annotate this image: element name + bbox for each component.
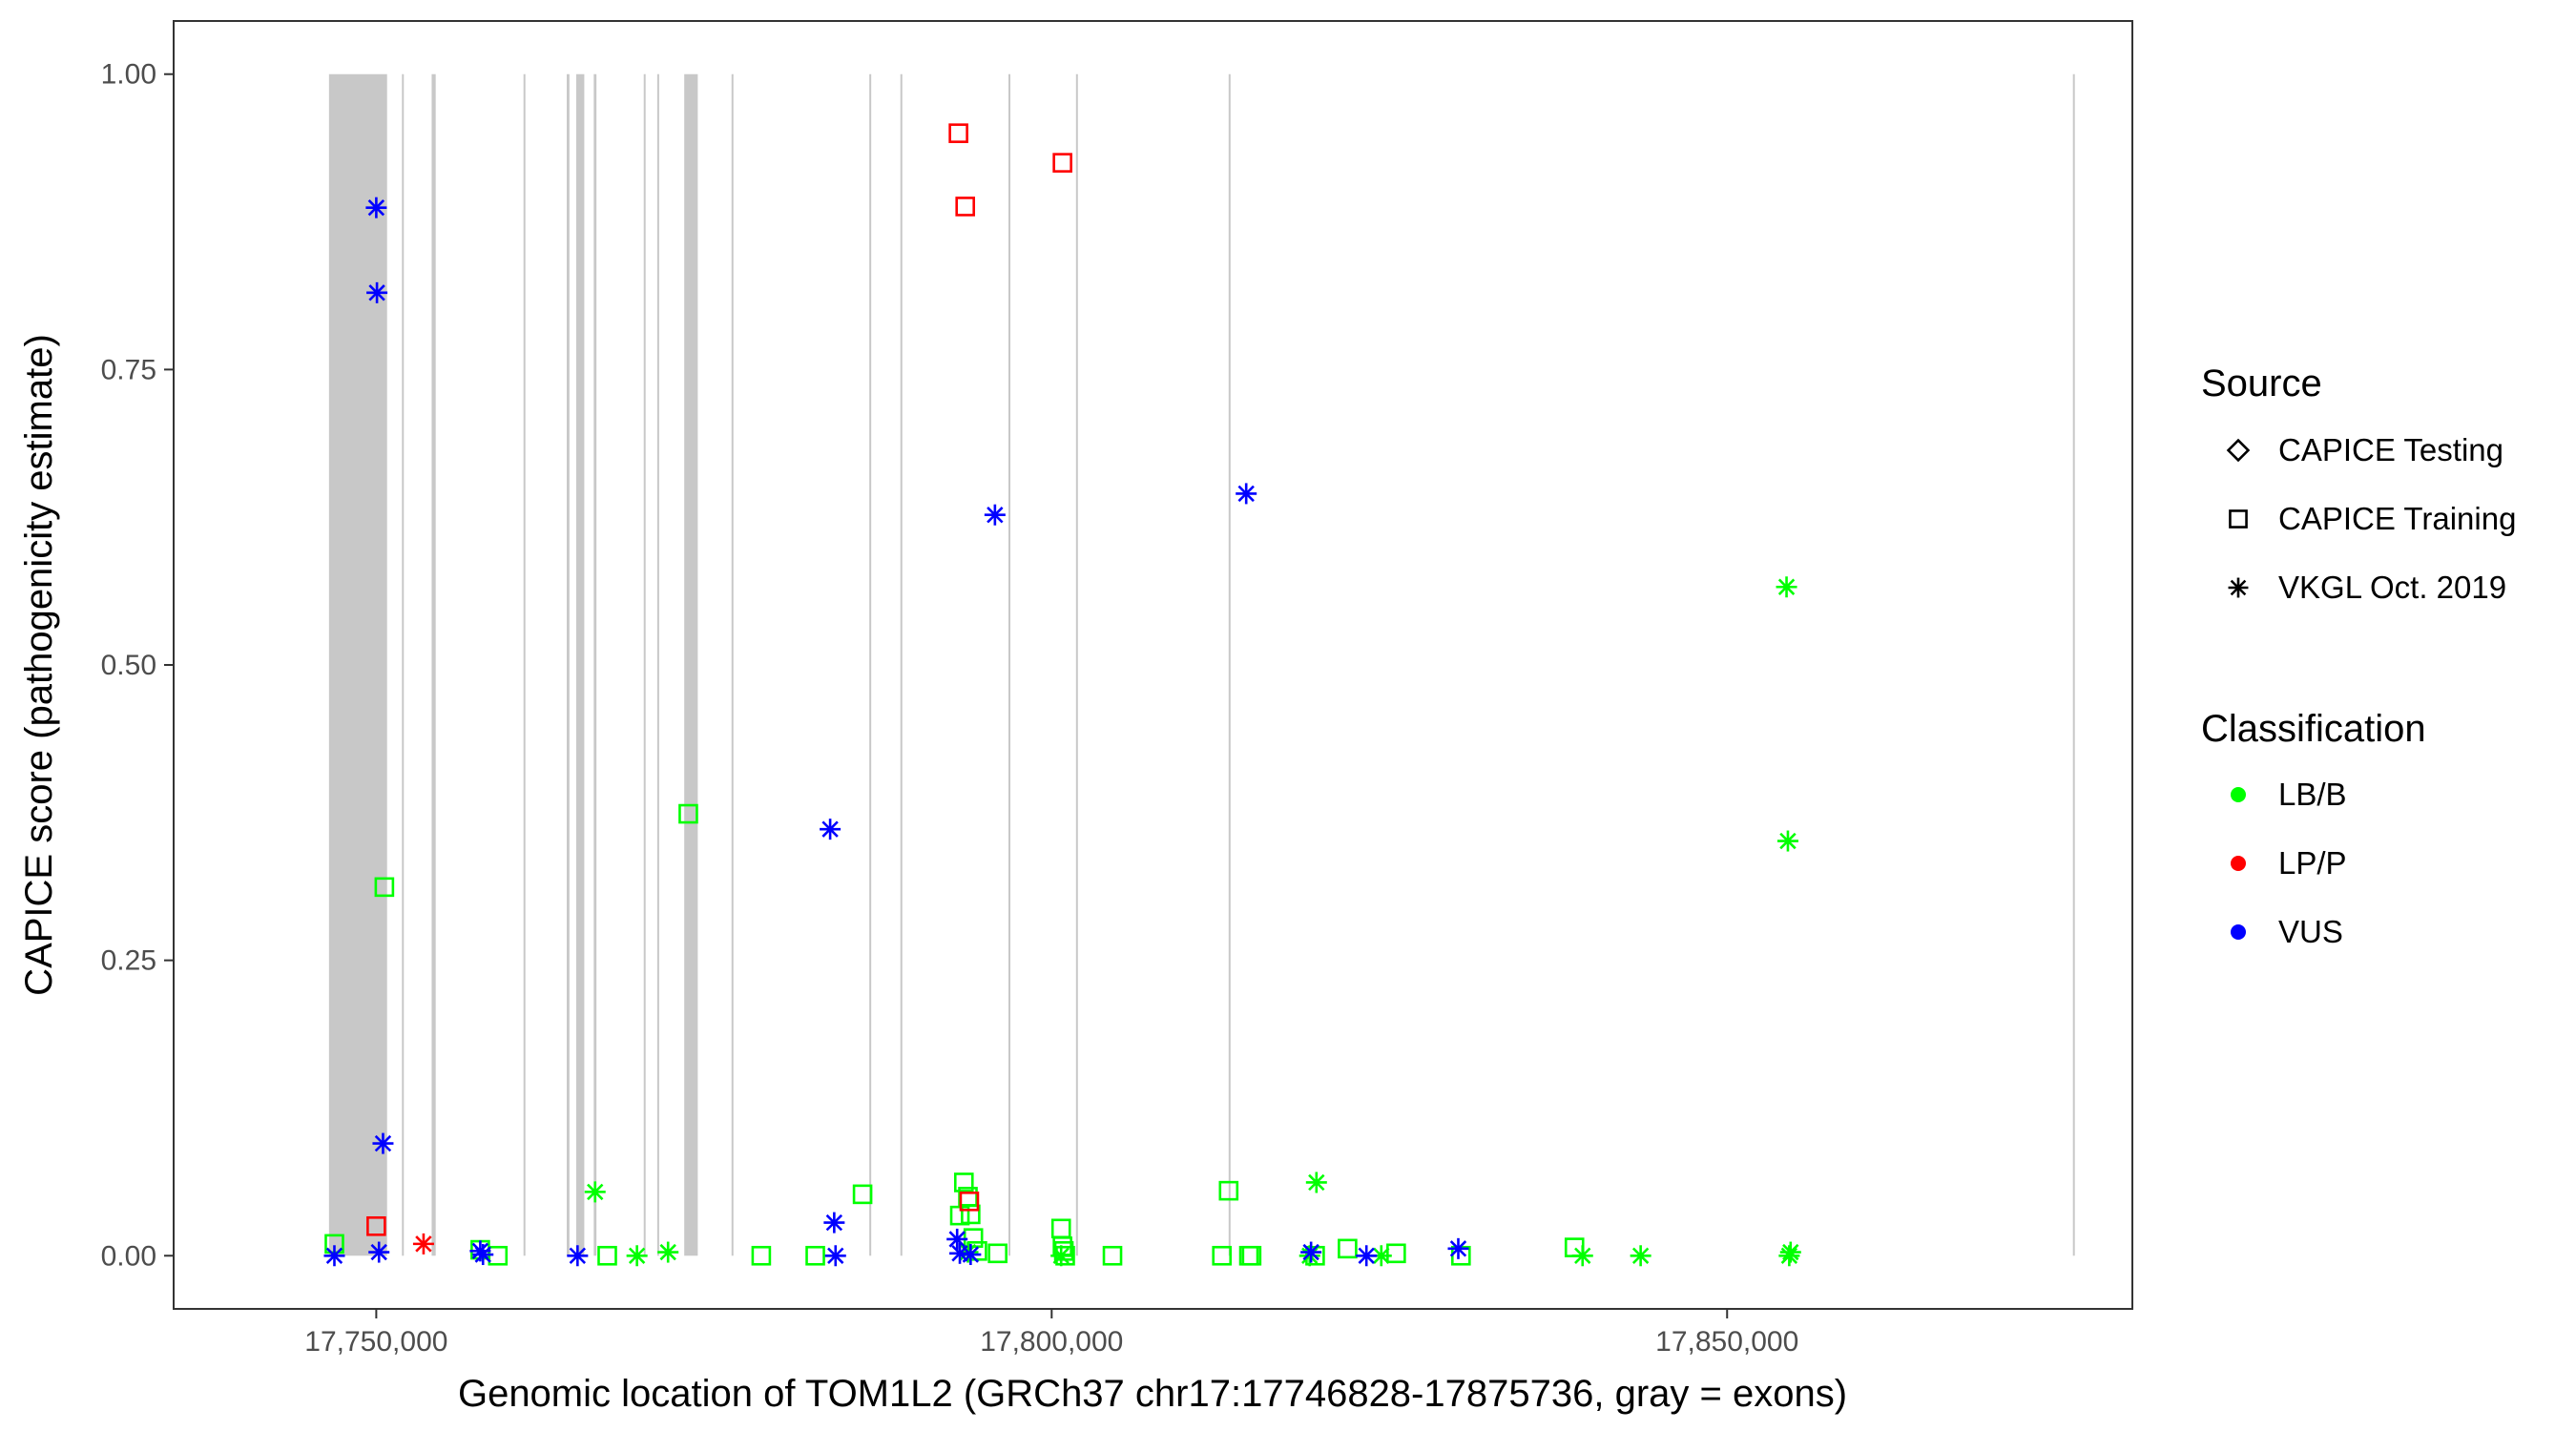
data-point-asterisk-lbb — [657, 1241, 679, 1263]
exon-band-6 — [575, 73, 585, 1256]
y-axis-label: CAPICE score (pathogenicity estimate) — [18, 334, 60, 996]
exon-band-3 — [431, 73, 436, 1256]
data-point-asterisk-vus — [366, 281, 388, 303]
data-point-square-lbb — [751, 1245, 772, 1266]
legend-label-classification: LP/P — [2278, 845, 2347, 881]
data-point-square-lbb — [987, 1243, 1008, 1264]
exon-band-14 — [1008, 73, 1011, 1256]
legend-key-diamond — [2226, 438, 2251, 463]
exon-band-4 — [523, 73, 526, 1256]
exon-band-2 — [402, 73, 405, 1256]
y-tick-label: 0.50 — [101, 650, 156, 681]
y-tick-label: 0.25 — [101, 945, 156, 977]
data-point-square-lbb — [961, 1204, 981, 1225]
data-point-square-lpp — [1052, 153, 1072, 173]
exon-bands — [328, 73, 2075, 1256]
data-point-asterisk-vus — [472, 1244, 494, 1266]
legend-title-source: Source — [2201, 363, 2322, 404]
data-point-square-lbb — [953, 1172, 974, 1192]
legend: Source CAPICE Testing CAPICE Training VKGL… — [2201, 363, 2516, 949]
x-axis-label: Genomic location of TOM1L2 (GRCh37 chr17… — [458, 1373, 1847, 1415]
data-point-asterisk-lbb — [1776, 830, 1798, 852]
exon-band-11 — [731, 73, 734, 1256]
data-point-square-lpp — [959, 1191, 980, 1212]
legend-key-square — [2229, 509, 2248, 529]
data-point-asterisk-vus — [946, 1228, 968, 1250]
legend-key-vus — [2231, 924, 2246, 940]
data-point-square-lpp — [955, 197, 975, 217]
exon-band-10 — [684, 73, 698, 1256]
legend-key-lpp — [2231, 856, 2246, 871]
data-point-square-lbb — [852, 1184, 873, 1205]
legend-label-source: CAPICE Testing — [2278, 432, 2503, 467]
legend-label-source: CAPICE Training — [2278, 501, 2516, 536]
exon-band-12 — [869, 73, 872, 1256]
data-point-asterisk-vus — [1300, 1241, 1322, 1263]
exon-band-7 — [593, 73, 597, 1256]
data-point-asterisk-vus — [1356, 1245, 1378, 1267]
data-point-square-lbb — [597, 1245, 617, 1266]
data-point-asterisk-lbb — [1305, 1172, 1327, 1193]
data-point-asterisk-vus — [984, 504, 1006, 526]
data-point-square-lbb — [1102, 1245, 1123, 1266]
data-point-asterisk-vus — [372, 1132, 394, 1154]
data-point-square-lbb — [1218, 1180, 1239, 1201]
legend-key-asterisk — [2228, 577, 2249, 598]
data-point-asterisk-lbb — [1778, 1245, 1800, 1267]
data-point-asterisk-vus — [323, 1245, 345, 1267]
data-point-square-lbb — [1241, 1245, 1262, 1266]
data-point-asterisk-vus — [824, 1245, 846, 1267]
exon-band-5 — [567, 73, 570, 1256]
exon-band-16 — [1228, 73, 1231, 1256]
data-point-asterisk-lbb — [626, 1245, 648, 1267]
data-point-asterisk-lbb — [1298, 1245, 1320, 1267]
data-point-asterisk-lbb — [1571, 1245, 1593, 1267]
exon-band-15 — [1075, 73, 1078, 1256]
y-tick-label: 0.75 — [101, 354, 156, 385]
data-point-asterisk-vus — [820, 819, 841, 840]
data-point-square-lpp — [948, 123, 968, 143]
legend-key-lbb — [2231, 787, 2246, 802]
data-point-asterisk-vus — [567, 1245, 589, 1267]
x-tick-label: 17,850,000 — [1655, 1326, 1798, 1358]
data-point-asterisk-vus — [823, 1212, 845, 1234]
legend-label-classification: LB/B — [2278, 777, 2347, 812]
data-point-asterisk-lbb — [1776, 576, 1797, 598]
data-point-asterisk-lbb — [584, 1181, 606, 1203]
data-point-asterisk-vus — [1447, 1237, 1469, 1259]
data-point-square-lpp — [366, 1216, 386, 1236]
legend-source-items: CAPICE Testing CAPICE Training VKGL Oct. 2… — [2226, 432, 2516, 605]
data-point-asterisk-vus — [1236, 483, 1257, 505]
data-point-asterisk-lbb — [1779, 1241, 1801, 1263]
data-point-square-lbb — [1212, 1245, 1233, 1266]
legend-label-source: VKGL Oct. 2019 — [2278, 570, 2506, 605]
y-tick-label: 1.00 — [101, 59, 156, 91]
data-points — [323, 123, 1801, 1267]
data-point-square-lbb — [1386, 1243, 1406, 1264]
data-point-asterisk-lpp — [412, 1233, 434, 1255]
data-point-square-lbb — [1338, 1238, 1358, 1259]
data-point-asterisk-lbb — [1630, 1245, 1652, 1267]
x-tick-label: 17,750,000 — [304, 1326, 447, 1358]
y-tick-label: 0.00 — [101, 1240, 156, 1272]
data-point-asterisk-vus — [960, 1244, 982, 1266]
data-point-asterisk-vus — [365, 197, 387, 218]
data-point-square-lbb — [678, 803, 698, 824]
data-point-square-lbb — [805, 1245, 825, 1266]
data-point-square-lbb — [374, 877, 395, 898]
axes: 17,750,000 17,800,000 17,850,000 0.00 0.25 0.… — [101, 59, 1799, 1358]
legend-label-classification: VUS — [2278, 914, 2343, 949]
x-tick-label: 17,800,000 — [980, 1326, 1123, 1358]
data-point-asterisk-vus — [368, 1241, 390, 1263]
exon-band-1 — [328, 73, 387, 1256]
legend-classification-items: LB/B LP/P VUS — [2231, 777, 2347, 949]
data-point-asterisk-lbb — [1050, 1245, 1072, 1267]
exon-band-17 — [2072, 73, 2075, 1256]
exon-band-13 — [900, 73, 903, 1256]
exon-band-8 — [643, 73, 646, 1256]
exon-band-9 — [656, 73, 659, 1256]
legend-title-classification: Classification — [2201, 708, 2426, 750]
